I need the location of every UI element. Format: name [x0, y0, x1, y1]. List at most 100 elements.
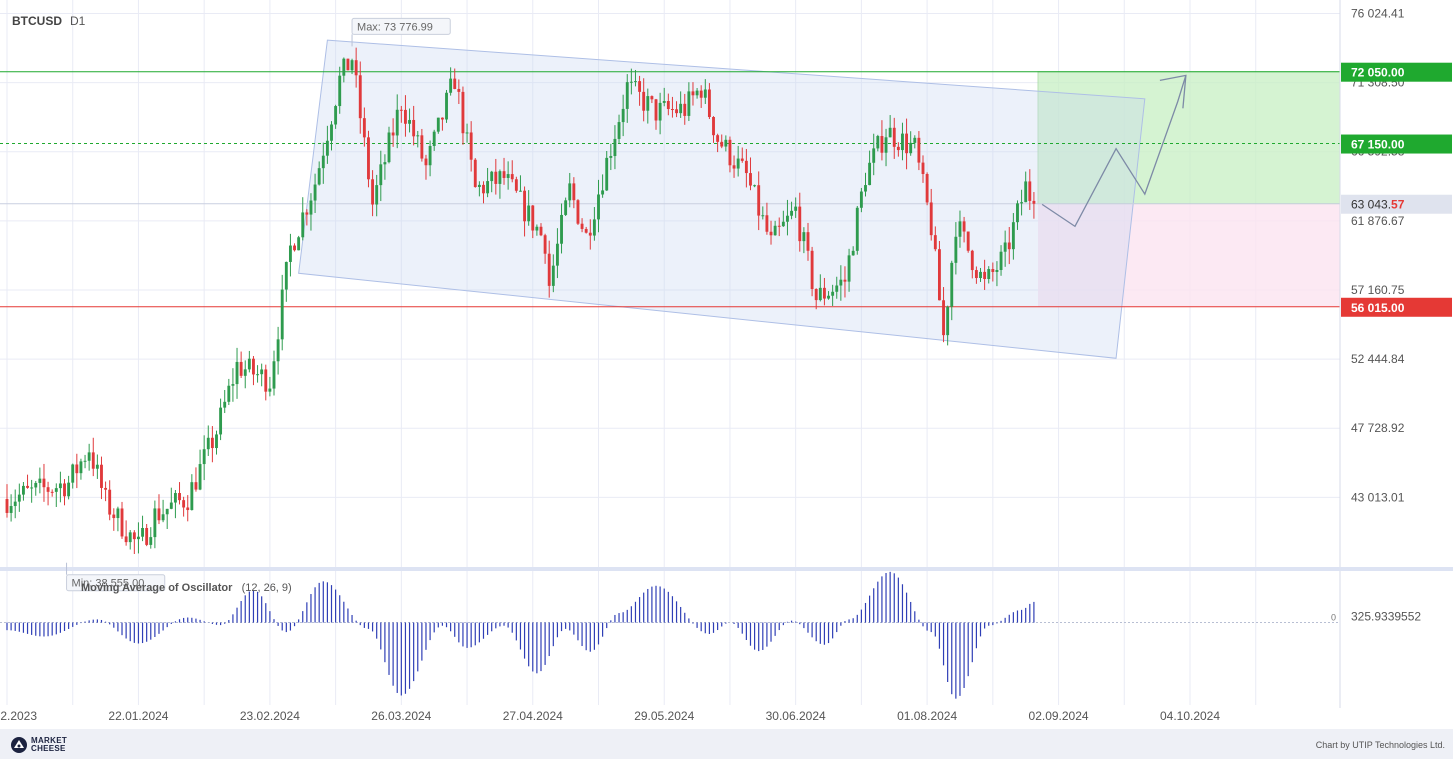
candle-body	[453, 78, 457, 89]
x-tick-label: 26.03.2024	[371, 709, 431, 723]
candle	[954, 222, 958, 275]
candle-body	[338, 75, 342, 107]
candle	[502, 157, 506, 185]
candle	[753, 184, 757, 188]
extreme-markers: Max: 73 776.99 Min: 38 555.00	[66, 17, 451, 592]
candle-body	[272, 361, 276, 389]
candle-body	[87, 452, 91, 461]
candle	[461, 86, 465, 145]
candle-body	[802, 232, 806, 242]
candle	[987, 266, 991, 284]
current-price-tag	[1341, 194, 1452, 214]
candle	[453, 68, 457, 90]
candle	[383, 154, 387, 180]
candle	[691, 82, 695, 106]
candle	[46, 481, 50, 506]
candle	[268, 376, 272, 397]
candle	[843, 266, 847, 298]
candle-body	[859, 191, 863, 208]
candle-body	[942, 300, 945, 336]
candle	[153, 500, 157, 549]
candle-body	[670, 109, 674, 111]
candle	[404, 95, 407, 137]
candle	[597, 179, 600, 233]
candle-body	[473, 159, 477, 187]
candle	[334, 104, 338, 129]
candle	[835, 276, 839, 299]
candle-body	[781, 221, 785, 227]
candle	[921, 155, 925, 183]
candle-body	[966, 231, 970, 251]
candle-body	[987, 269, 991, 279]
candle-body	[330, 124, 333, 141]
candle	[17, 483, 21, 512]
candle	[165, 508, 169, 529]
candle-body	[95, 464, 99, 469]
candle	[276, 326, 280, 375]
candle-body	[707, 89, 711, 118]
candle	[695, 88, 699, 99]
candle	[42, 463, 46, 502]
candle	[260, 363, 264, 387]
candle-body	[712, 117, 715, 136]
candle-body	[231, 384, 235, 386]
candle-body	[699, 90, 703, 98]
candle	[239, 351, 243, 379]
indicator-params: (12, 26, 9)	[241, 582, 292, 594]
candle-body	[892, 127, 896, 147]
candle-body	[210, 437, 214, 449]
candle-body	[215, 434, 218, 449]
candle-body	[814, 289, 818, 301]
candle-body	[83, 460, 87, 462]
candle-body	[769, 231, 773, 236]
candle	[666, 93, 670, 116]
current-price-label: 63 043.57	[1351, 198, 1405, 212]
candle-body	[424, 158, 428, 166]
candle-body	[161, 514, 165, 521]
candle	[909, 131, 913, 156]
candlestick-series	[5, 47, 1036, 555]
candle	[342, 57, 346, 83]
candle-body	[432, 131, 436, 146]
candle-body	[732, 165, 736, 169]
candle	[338, 66, 342, 114]
candle	[864, 172, 867, 197]
candle	[91, 437, 95, 477]
loss-zone	[1038, 203, 1340, 307]
candle	[79, 458, 83, 480]
candle-body	[757, 185, 761, 216]
candle-body	[482, 184, 485, 194]
candle	[946, 305, 950, 346]
candle-body	[909, 142, 913, 154]
candle-body	[1003, 242, 1007, 252]
oscillator-value-label: 325.9339552	[1351, 610, 1421, 624]
candle	[547, 240, 551, 298]
candle-body	[445, 92, 448, 120]
stop-loss-level-label: 56 015.00	[1351, 301, 1405, 315]
pane-divider	[0, 567, 1453, 571]
candle-body	[580, 223, 584, 229]
candle	[744, 148, 748, 188]
indicator-title: Moving Average of Oscillator (12, 26, 9)	[81, 582, 292, 594]
candle	[720, 134, 724, 149]
candle-body	[334, 106, 338, 125]
candle-body	[728, 139, 732, 166]
candle-body	[901, 133, 904, 151]
candle	[87, 443, 91, 471]
x-tick-label: 27.04.2024	[503, 709, 563, 723]
brand-logo[interactable]: MARKET CHEESE	[10, 734, 80, 756]
x-tick-label: 01.08.2024	[897, 709, 957, 723]
candle-body	[235, 361, 239, 385]
candle-body	[1028, 181, 1032, 201]
candle	[736, 145, 740, 177]
candle	[358, 61, 362, 134]
candle	[206, 425, 210, 456]
candle	[839, 265, 843, 301]
candle	[913, 135, 917, 149]
candle	[354, 47, 358, 88]
candle	[186, 495, 190, 522]
timeframe-label: D1	[70, 14, 86, 28]
candle	[436, 117, 440, 134]
candle-body	[609, 156, 613, 158]
